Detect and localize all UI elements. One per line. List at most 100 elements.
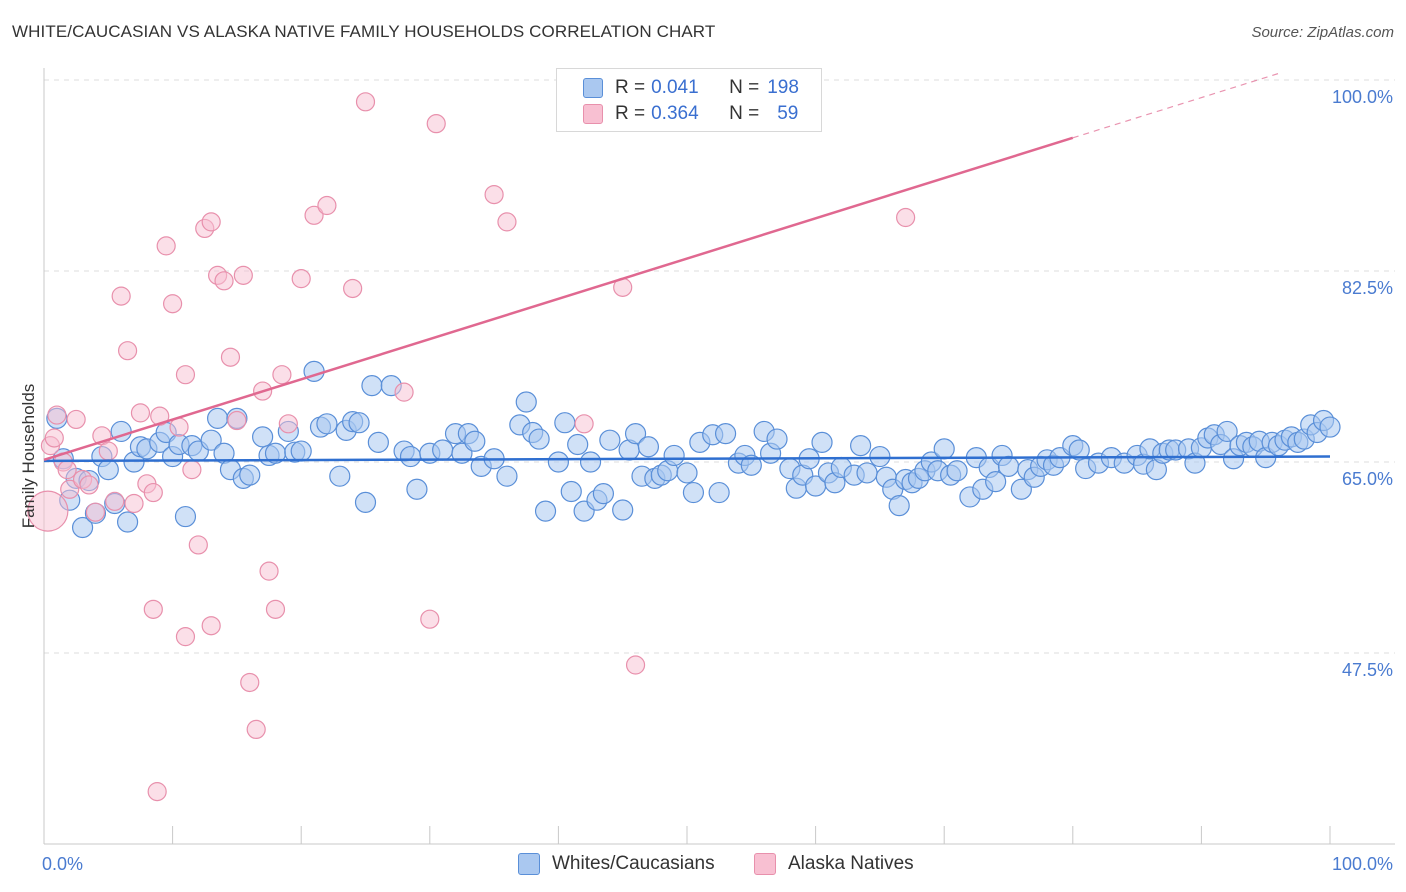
- bottom-legend-swatch-whites: [518, 853, 540, 875]
- data-point-whites: [290, 440, 312, 462]
- x-tick-labels: 0.0% 100.0%: [42, 854, 1393, 874]
- y-tick-labels: 100.0% 82.5% 65.0% 47.5%: [1332, 87, 1393, 680]
- data-point-alaska: [426, 114, 446, 134]
- data-point-whites: [567, 433, 589, 456]
- legend-n-value: 198: [767, 77, 799, 98]
- data-point-whites: [740, 454, 762, 476]
- data-point-whites: [708, 481, 730, 504]
- data-point-alaska: [57, 460, 77, 480]
- chart-title: WHITE/CAUCASIAN VS ALASKA NATIVE FAMILY …: [12, 22, 716, 41]
- data-point-alaska: [66, 409, 86, 430]
- data-point-alaska: [291, 269, 311, 289]
- data-point-whites: [714, 423, 737, 445]
- data-point-alaska: [105, 491, 125, 511]
- data-point-whites: [97, 459, 119, 481]
- data-point-alaska: [163, 294, 183, 314]
- data-point-alaska: [227, 410, 247, 431]
- data-point-whites: [554, 412, 576, 434]
- data-point-alaska: [272, 365, 292, 385]
- legend-r-label: R =: [615, 103, 646, 124]
- trend-line-whites: [43, 455, 1331, 463]
- data-point-whites: [682, 481, 705, 504]
- series-alaska-points: [27, 92, 916, 802]
- data-point-alaska: [79, 475, 99, 495]
- data-point-whites: [71, 516, 94, 539]
- data-point-whites: [888, 495, 910, 517]
- legend-r-label: R =: [615, 77, 646, 98]
- data-point-whites: [361, 375, 383, 397]
- data-point-whites: [612, 499, 634, 521]
- data-point-alaska: [497, 212, 517, 232]
- legend-r-value: 0.041: [651, 77, 699, 98]
- data-point-whites: [174, 505, 197, 528]
- data-point-alaska: [394, 382, 414, 402]
- gridlines: [44, 79, 1395, 654]
- data-point-alaska: [214, 271, 234, 291]
- correlation-legend: R = 0.041 N = 198 R = 0.364 N = 59: [556, 68, 822, 132]
- data-point-alaska: [182, 460, 202, 480]
- data-point-alaska: [233, 265, 253, 285]
- data-point-alaska: [625, 655, 646, 675]
- data-point-whites: [239, 464, 261, 486]
- legend-swatch-alaska: [583, 104, 603, 124]
- data-point-whites: [354, 491, 377, 513]
- data-point-alaska: [265, 599, 286, 619]
- data-point-alaska: [246, 719, 266, 740]
- data-point-alaska: [355, 92, 376, 112]
- data-point-alaska: [259, 561, 279, 581]
- legend-n-value: 59: [777, 103, 799, 124]
- data-point-whites: [933, 438, 955, 460]
- data-point-whites: [496, 465, 518, 487]
- y-tick-label: 100.0%: [1332, 87, 1393, 107]
- series-whites-points: [46, 360, 1341, 539]
- data-point-whites: [547, 451, 570, 473]
- data-point-alaska: [85, 502, 106, 522]
- data-point-whites: [116, 511, 139, 533]
- data-point-whites: [811, 431, 833, 453]
- data-point-alaska: [278, 414, 298, 434]
- data-point-whites: [663, 444, 685, 467]
- trend-line-alaska: [43, 136, 1074, 462]
- data-point-alaska: [111, 286, 131, 306]
- data-point-whites: [1216, 420, 1238, 443]
- data-point-alaska: [44, 428, 64, 448]
- data-point-whites: [1068, 439, 1090, 461]
- y-tick-label: 47.5%: [1342, 660, 1393, 680]
- data-point-whites: [766, 428, 788, 450]
- data-point-whites: [985, 471, 1007, 493]
- data-point-alaska: [484, 185, 504, 205]
- data-point-alaska: [124, 493, 144, 514]
- data-point-alaska: [175, 627, 196, 647]
- data-point-alaska: [220, 347, 241, 367]
- data-point-whites: [856, 462, 878, 484]
- bottom-legend-label-whites: Whites/Caucasians: [552, 853, 715, 874]
- data-point-whites: [348, 412, 370, 434]
- data-point-alaska: [98, 441, 118, 461]
- legend-n-label: N =: [729, 103, 760, 124]
- trend-lines: [43, 72, 1331, 463]
- data-point-whites: [534, 500, 557, 522]
- data-point-whites: [406, 478, 428, 500]
- data-point-whites: [599, 429, 621, 451]
- data-point-whites: [676, 462, 698, 484]
- data-point-alaska: [27, 490, 69, 532]
- data-point-whites: [528, 428, 550, 450]
- data-point-alaska: [896, 207, 916, 228]
- trend-line-alaska-extension: [1072, 72, 1279, 139]
- data-point-whites: [560, 480, 582, 503]
- data-point-whites: [329, 465, 351, 487]
- legend-r-value: 0.364: [651, 103, 699, 124]
- data-point-whites: [207, 407, 229, 429]
- data-point-alaska: [201, 212, 221, 232]
- data-point-whites: [200, 429, 222, 451]
- data-point-whites: [367, 431, 389, 453]
- x-tick-label: 0.0%: [42, 854, 83, 874]
- data-point-whites: [515, 391, 537, 413]
- legend-row-alaska: R = 0.364 N = 59: [583, 101, 798, 127]
- data-point-whites: [850, 435, 872, 457]
- bottom-legend-swatch-alaska: [754, 853, 776, 875]
- data-point-whites: [432, 439, 454, 461]
- data-point-whites: [869, 445, 891, 468]
- data-point-whites: [464, 430, 486, 452]
